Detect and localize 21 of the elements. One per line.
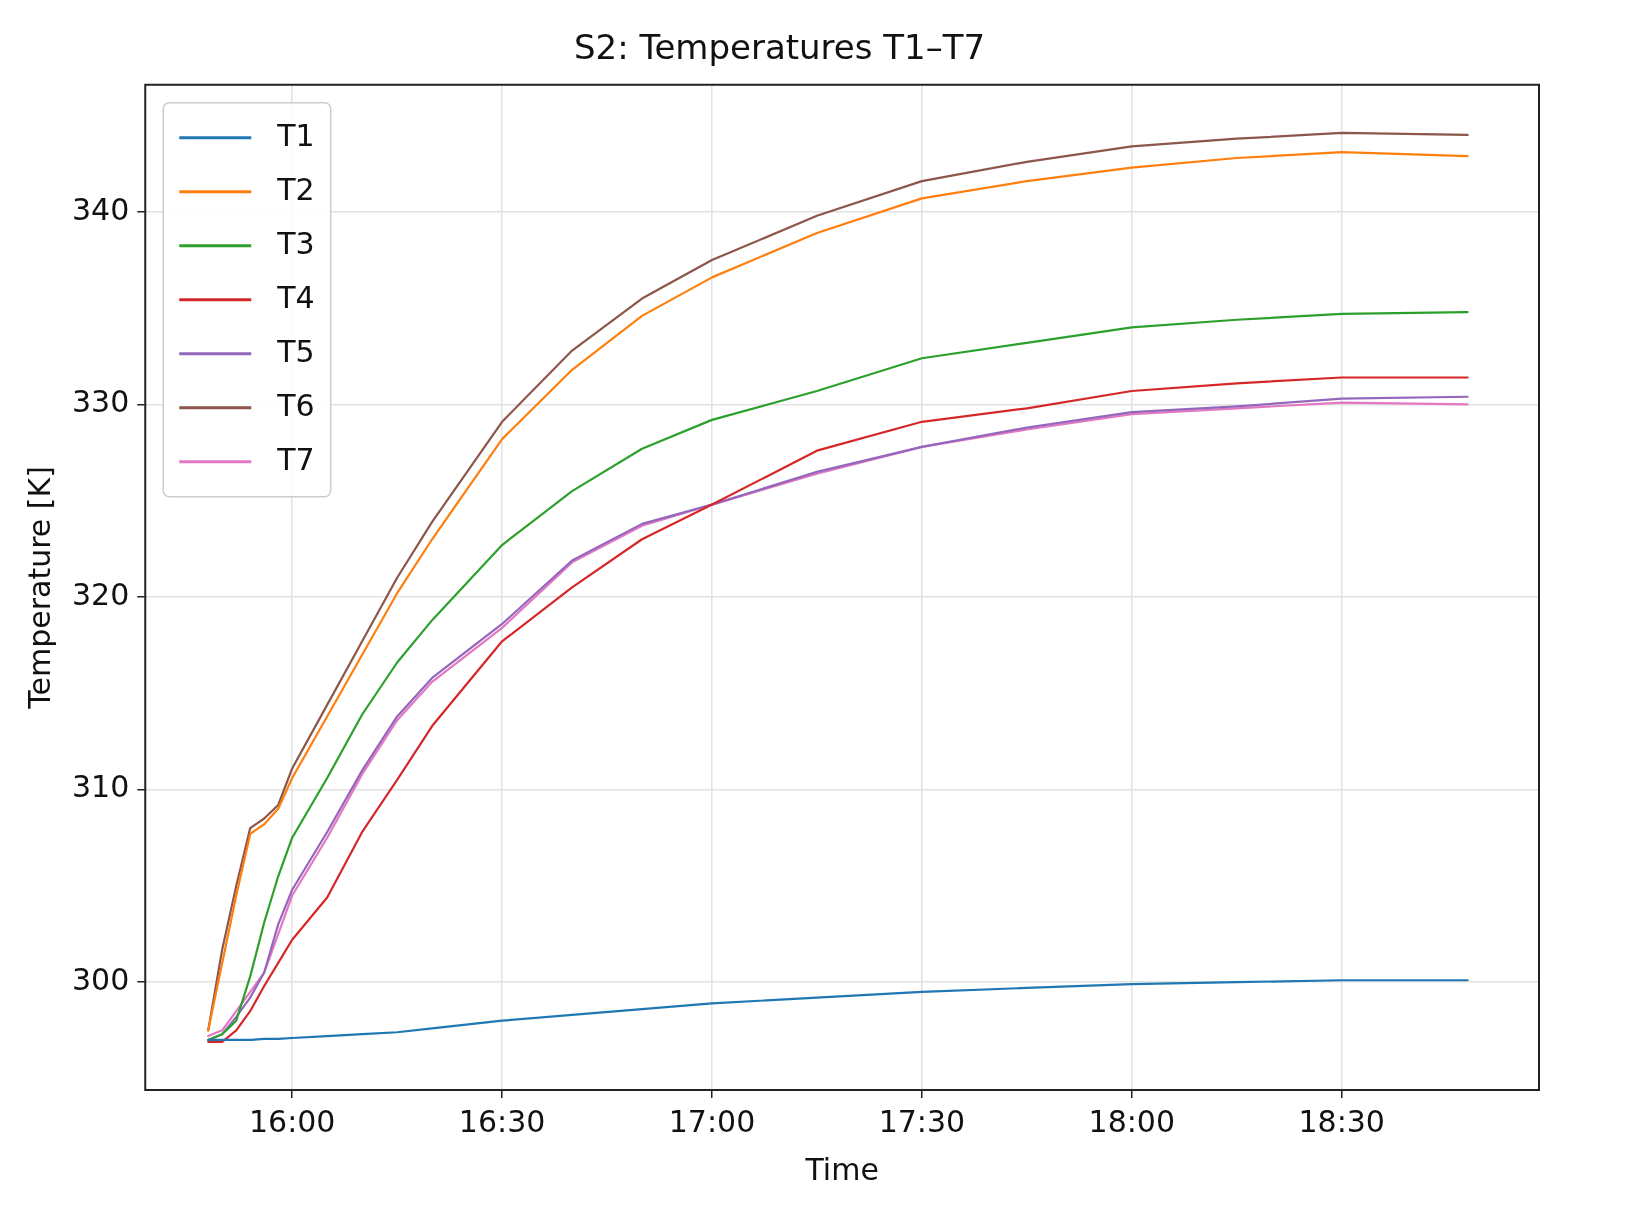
legend-label: T4 <box>276 279 315 315</box>
legend-label: T5 <box>276 333 315 369</box>
x-tick-label: 18:30 <box>1298 1103 1385 1139</box>
x-tick-label: 16:00 <box>248 1103 336 1139</box>
legend-label: T3 <box>276 225 315 261</box>
legend-label: T2 <box>276 171 315 207</box>
chart-title: S2: Temperatures T1–T7 <box>573 27 986 68</box>
x-tick-label: 16:30 <box>458 1103 546 1139</box>
y-tick-label: 300 <box>72 961 130 997</box>
y-tick-label: 320 <box>72 576 130 612</box>
x-axis-title: Time <box>804 1151 879 1187</box>
y-tick-label: 340 <box>72 191 130 227</box>
legend-label: T1 <box>276 117 315 153</box>
x-tick-label: 17:00 <box>668 1103 756 1139</box>
legend-label: T7 <box>276 441 315 477</box>
y-tick-label: 310 <box>72 769 130 805</box>
x-tick-label: 18:00 <box>1088 1103 1176 1139</box>
y-axis-title: Temperature [K] <box>21 466 57 710</box>
y-tick-label: 330 <box>72 384 130 420</box>
x-tick-label: 17:30 <box>878 1103 966 1139</box>
legend-label: T6 <box>276 387 315 423</box>
